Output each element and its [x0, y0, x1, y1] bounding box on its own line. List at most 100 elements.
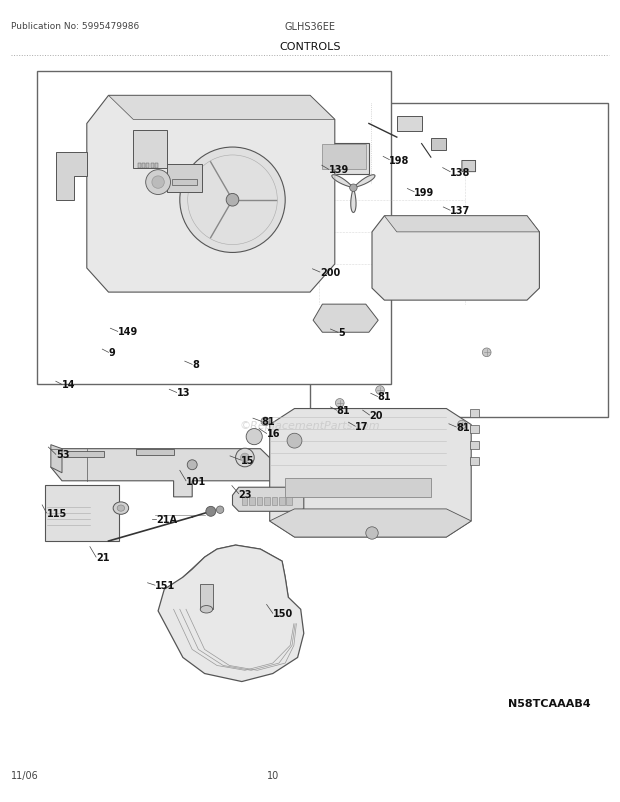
Polygon shape [232, 488, 304, 512]
Bar [286, 498, 292, 505]
Polygon shape [158, 545, 304, 682]
Circle shape [287, 434, 302, 448]
Bar [279, 498, 285, 505]
Text: 11/06: 11/06 [11, 770, 39, 780]
Text: 139: 139 [329, 165, 349, 175]
Circle shape [216, 506, 224, 514]
Circle shape [458, 421, 466, 429]
Text: 101: 101 [186, 476, 206, 486]
Text: Publication No: 5995479986: Publication No: 5995479986 [11, 22, 140, 31]
Text: 20: 20 [370, 411, 383, 420]
Text: GLHS36EE: GLHS36EE [285, 22, 335, 32]
Polygon shape [270, 409, 471, 537]
Text: N58TCAAAB4: N58TCAAAB4 [508, 698, 591, 707]
Bar [470, 410, 479, 417]
Bar [151, 164, 154, 168]
Text: 13: 13 [177, 388, 190, 398]
Bar [310, 104, 608, 417]
Text: CONTROLS: CONTROLS [279, 42, 341, 51]
Circle shape [482, 349, 491, 357]
Circle shape [335, 399, 344, 407]
Circle shape [350, 184, 357, 192]
Polygon shape [56, 152, 87, 200]
Text: 9: 9 [108, 348, 115, 358]
Polygon shape [270, 509, 471, 537]
Text: 15: 15 [241, 456, 254, 465]
Bar [272, 498, 277, 505]
Polygon shape [313, 305, 378, 333]
Polygon shape [51, 449, 273, 497]
Polygon shape [351, 188, 356, 213]
Text: 198: 198 [389, 156, 410, 165]
Text: ©ReplacementParts.com: ©ReplacementParts.com [240, 420, 380, 430]
Bar [249, 498, 255, 505]
Text: 200: 200 [320, 268, 340, 277]
Circle shape [376, 387, 384, 395]
Bar [470, 442, 479, 449]
Bar [470, 426, 479, 433]
Text: 10: 10 [267, 770, 279, 780]
Polygon shape [372, 217, 539, 301]
Text: 21A: 21A [156, 514, 177, 524]
Bar [200, 585, 213, 610]
Text: 81: 81 [378, 392, 391, 402]
Polygon shape [332, 176, 353, 188]
Polygon shape [183, 545, 288, 597]
Bar [146, 164, 149, 168]
Text: 150: 150 [273, 609, 293, 618]
Text: 16: 16 [267, 429, 280, 439]
Bar [45, 486, 119, 541]
Bar [285, 479, 431, 497]
Bar [167, 164, 202, 192]
Bar [397, 117, 422, 132]
Bar [67, 451, 104, 457]
Circle shape [261, 418, 270, 426]
Bar [322, 144, 366, 169]
Circle shape [187, 460, 197, 470]
Circle shape [146, 171, 170, 195]
Text: 137: 137 [450, 206, 471, 216]
Polygon shape [87, 96, 335, 293]
Circle shape [241, 454, 249, 462]
Ellipse shape [117, 505, 125, 512]
Text: 17: 17 [355, 422, 369, 431]
Text: 199: 199 [414, 188, 435, 197]
Bar [319, 144, 369, 174]
Text: 81: 81 [337, 406, 350, 415]
Text: 138: 138 [450, 168, 471, 177]
Ellipse shape [113, 502, 129, 515]
Bar [138, 164, 141, 168]
Text: 81: 81 [456, 423, 470, 432]
Circle shape [226, 194, 239, 207]
Text: 21: 21 [96, 553, 110, 562]
Polygon shape [51, 445, 62, 473]
Text: 115: 115 [46, 508, 67, 518]
Text: 81: 81 [262, 417, 275, 427]
Text: 53: 53 [56, 450, 69, 460]
Text: 14: 14 [62, 380, 76, 390]
Polygon shape [384, 217, 539, 233]
Circle shape [366, 527, 378, 540]
Bar [470, 458, 479, 465]
Ellipse shape [200, 606, 213, 614]
Bar [133, 132, 167, 168]
Bar [37, 72, 391, 385]
Circle shape [246, 429, 262, 445]
Bar [142, 164, 145, 168]
Polygon shape [353, 176, 375, 188]
Bar [155, 164, 158, 168]
Bar [172, 180, 197, 186]
Bar [264, 498, 270, 505]
Text: 8: 8 [192, 360, 199, 370]
Polygon shape [108, 96, 335, 120]
Text: 149: 149 [118, 327, 138, 337]
Bar [431, 139, 446, 151]
Bar [257, 498, 262, 505]
Text: 5: 5 [338, 328, 345, 338]
Text: 23: 23 [239, 489, 252, 499]
Circle shape [152, 176, 164, 189]
Circle shape [236, 448, 254, 468]
Bar [242, 498, 247, 505]
Text: 151: 151 [155, 581, 175, 590]
Circle shape [180, 148, 285, 253]
